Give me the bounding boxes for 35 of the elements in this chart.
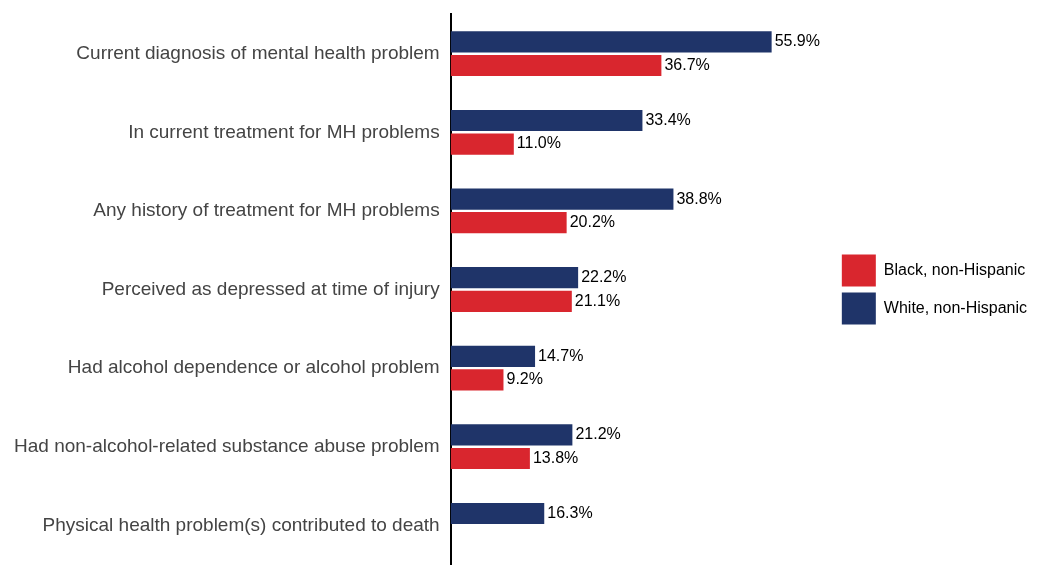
bar <box>450 502 545 525</box>
bar <box>450 290 572 312</box>
bar <box>450 212 567 234</box>
bar <box>450 369 504 391</box>
data-label: 9.2% <box>506 370 543 388</box>
y-tick-label: Physical health problem(s) contributed to death <box>42 513 440 535</box>
data-label: 33.4% <box>645 110 691 128</box>
data-label: 11.0% <box>516 134 561 152</box>
y-tick-label: Any history of treatment for MH problems <box>93 199 440 221</box>
y-tick-label: Perceived as depressed at time of injury <box>101 277 441 299</box>
data-label: 21.1% <box>574 291 621 309</box>
bar <box>450 267 579 289</box>
data-label: 13.8% <box>532 448 579 466</box>
bar <box>450 424 573 446</box>
bar <box>450 188 674 210</box>
y-tick-label: Current diagnosis of mental health problem <box>76 41 440 63</box>
data-label: 55.9% <box>774 32 821 50</box>
bar <box>450 345 536 367</box>
data-label: 36.7% <box>664 55 710 73</box>
data-label: 38.8% <box>676 189 722 207</box>
y-tick-label: Had non-alcohol-related substance abuse problem <box>14 434 440 456</box>
bar <box>450 447 530 470</box>
bar <box>450 31 772 53</box>
bar <box>450 54 662 77</box>
y-tick-label: In current treatment for MH problems <box>128 120 440 142</box>
data-label: 14.7% <box>538 346 584 364</box>
data-label: 21.2% <box>575 425 621 443</box>
bar <box>450 109 643 132</box>
legend-label: White, non-Hispanic <box>883 298 1027 316</box>
data-label: 22.2% <box>581 268 627 286</box>
legend-label: Black, non-Hispanic <box>883 260 1026 278</box>
bar <box>450 133 514 155</box>
data-label: 16.3% <box>547 503 593 521</box>
data-label: 20.2% <box>569 213 616 231</box>
y-tick-label: Had alcohol dependence or alcohol problem <box>67 356 440 378</box>
